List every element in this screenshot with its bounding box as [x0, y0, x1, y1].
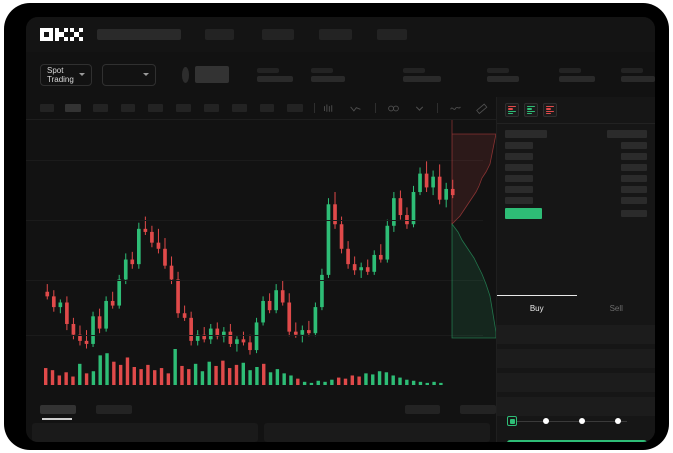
stat-2	[311, 67, 346, 82]
stepper-dot[interactable]	[615, 418, 621, 424]
nav-search-placeholder[interactable]	[97, 29, 181, 40]
table-row[interactable]	[505, 164, 647, 171]
stat-6	[621, 67, 655, 82]
interval-4h[interactable]	[176, 104, 191, 112]
toolbar-divider-rule	[26, 119, 655, 120]
table-row[interactable]	[505, 175, 647, 182]
market-sub-header: Spot Trading	[26, 52, 655, 97]
orderbook-toggle-both[interactable]	[505, 103, 519, 117]
form-row-price[interactable]	[497, 349, 655, 368]
buy-submit-button[interactable]	[507, 440, 647, 442]
tab-sell[interactable]: Sell	[609, 303, 623, 313]
form-row-total[interactable]	[497, 397, 655, 416]
nav-item-4[interactable]	[377, 29, 407, 40]
form-row-order-type[interactable]	[497, 325, 655, 344]
bottom-card-left[interactable]	[32, 423, 258, 442]
stepper-dot[interactable]	[579, 418, 585, 424]
nav-item-1[interactable]	[205, 29, 234, 40]
top-navigation-bar	[26, 17, 655, 52]
tab-orders[interactable]	[40, 404, 76, 420]
interval-1h[interactable]	[148, 104, 163, 112]
interval-15m[interactable]	[93, 104, 108, 112]
volume-series	[44, 349, 443, 385]
form-row-amount[interactable]	[497, 373, 655, 392]
interval-1m[interactable]	[40, 104, 54, 112]
interval-more[interactable]	[287, 104, 303, 112]
orderbook-toggle-bids[interactable]	[524, 103, 538, 117]
market-type-label: Spot Trading	[47, 65, 74, 84]
candlestick-chart-icon[interactable]	[322, 102, 335, 115]
line-chart-icon[interactable]	[349, 102, 362, 115]
stat-5	[559, 67, 596, 82]
interval-30m[interactable]	[121, 104, 135, 112]
interval-5m[interactable]	[65, 104, 81, 112]
chart-gridline	[26, 335, 483, 336]
chart-gridline	[26, 160, 483, 161]
action-1[interactable]	[404, 404, 441, 414]
table-row[interactable]	[505, 153, 647, 160]
action-2[interactable]	[460, 404, 496, 414]
chevron-down-icon	[78, 73, 85, 76]
orderbook-view-toggles	[497, 97, 655, 121]
tab-positions[interactable]	[95, 404, 132, 414]
table-row[interactable]	[505, 142, 647, 149]
sidebar-divider	[497, 123, 655, 124]
interval-1mo[interactable]	[260, 104, 274, 112]
stepper-dot[interactable]	[543, 418, 549, 424]
trade-side-tabs: Buy Sell	[497, 295, 655, 321]
interval-1d[interactable]	[204, 104, 219, 112]
device-bezel: Spot Trading	[4, 3, 669, 450]
wave-chart-icon[interactable]	[449, 102, 462, 115]
orders-tab-bar	[26, 398, 496, 420]
logo-block-o	[40, 28, 53, 41]
volume-histogram	[26, 335, 483, 393]
trading-pair-select[interactable]	[101, 63, 156, 86]
app-screen: Spot Trading	[26, 17, 655, 442]
orderbook-row-highlighted[interactable]	[505, 208, 647, 219]
toolbar-divider	[437, 103, 438, 113]
table-row[interactable]	[505, 197, 647, 204]
toolbar-divider	[375, 103, 376, 113]
stat-1	[257, 67, 294, 82]
chart-gridline	[26, 220, 483, 221]
stepper-track	[511, 421, 627, 422]
ruler-icon[interactable]	[475, 102, 488, 115]
chevron-down-icon[interactable]	[413, 102, 426, 115]
coin-avatar	[181, 66, 190, 83]
chart-gridline	[26, 280, 483, 281]
interval-1w[interactable]	[232, 104, 247, 112]
orderbook-toggle-asks[interactable]	[543, 103, 557, 117]
market-type-select[interactable]: Spot Trading	[40, 63, 92, 86]
indicators-icon[interactable]	[387, 102, 400, 115]
okx-logo-icon[interactable]	[40, 28, 83, 41]
toolbar-divider	[314, 103, 315, 113]
logo-block-x	[70, 28, 83, 41]
nav-item-2[interactable]	[262, 29, 294, 40]
nav-item-3[interactable]	[319, 29, 352, 40]
orderbook-header-row	[505, 130, 647, 138]
stat-4	[487, 67, 520, 82]
orderbook-rows[interactable]	[497, 124, 655, 229]
amount-stepper[interactable]	[507, 416, 631, 427]
order-panel-sidebar: Buy Sell	[496, 97, 655, 442]
last-price-value	[195, 66, 230, 83]
bottom-panels	[26, 423, 496, 442]
chevron-down-icon	[142, 73, 149, 76]
stat-3	[403, 67, 442, 82]
bottom-card-right[interactable]	[264, 423, 490, 442]
logo-block-k	[55, 28, 68, 41]
table-row[interactable]	[505, 186, 647, 193]
tab-buy[interactable]: Buy	[497, 295, 577, 321]
candlestick-chart[interactable]	[26, 120, 483, 388]
stepper-handle[interactable]	[507, 416, 517, 426]
